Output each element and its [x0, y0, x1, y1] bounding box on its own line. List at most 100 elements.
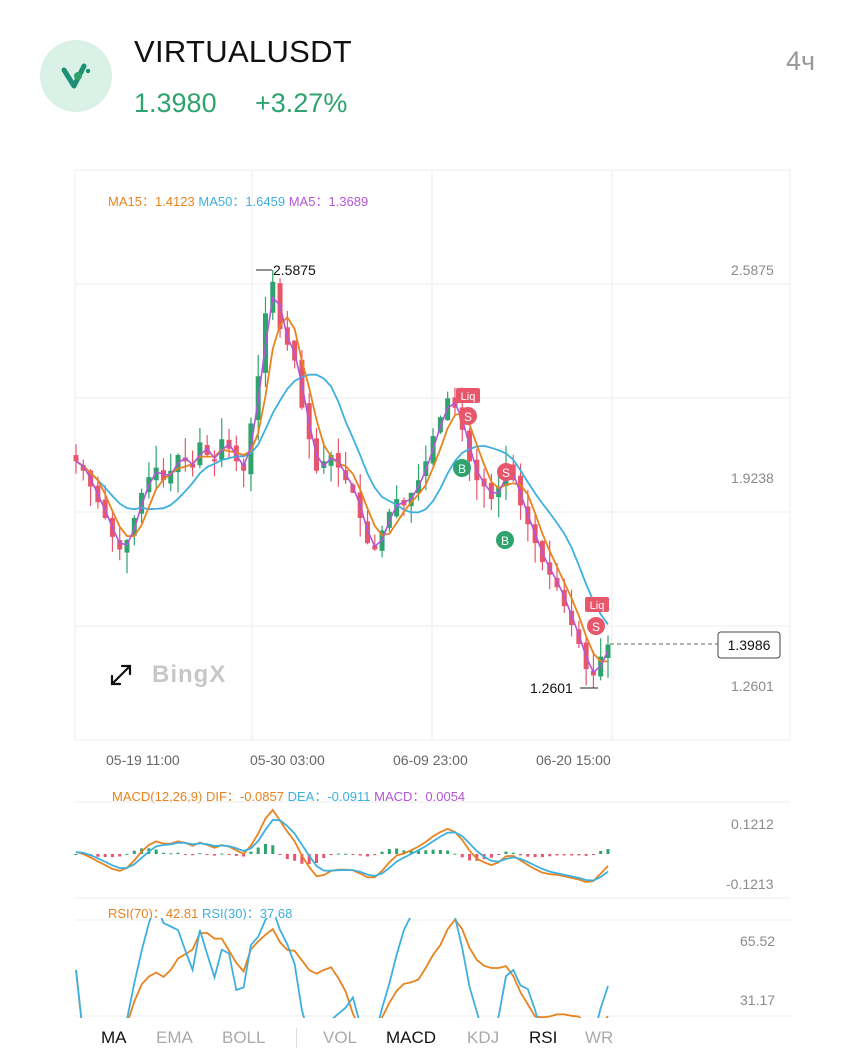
macd-bar	[373, 854, 377, 856]
svg-text:1.2601: 1.2601	[530, 680, 573, 696]
macd-bar	[344, 853, 348, 855]
candle-body	[518, 475, 524, 506]
tab-kdj[interactable]: KDJ	[467, 1028, 500, 1047]
high-marker: 2.5875	[256, 262, 316, 278]
tab-rsi[interactable]: RSI	[529, 1028, 558, 1047]
liq-marker[interactable]: Liq	[456, 388, 480, 403]
ma-legend: MA15：1.4123 MA50：1.6459 MA5：1.3689	[108, 194, 369, 209]
macd-bar	[402, 850, 406, 854]
macd-bar	[446, 850, 450, 854]
rsi30-line	[75, 918, 609, 1018]
candle-body	[80, 464, 86, 471]
macd-bar	[358, 854, 362, 856]
candle-body	[569, 610, 575, 626]
macd-bar	[599, 850, 603, 854]
macd-bar	[460, 854, 464, 858]
macd-bar	[395, 848, 399, 854]
macd-bar	[198, 853, 202, 855]
macd-bar	[118, 854, 122, 857]
expand-icon[interactable]	[110, 664, 132, 686]
time-label: 05-19 11:00	[106, 752, 180, 768]
candle-body	[372, 545, 378, 550]
macd-bar	[191, 854, 195, 856]
macd-bar	[110, 854, 114, 858]
macd-bar	[562, 854, 566, 856]
interval-selector[interactable]: 4ч	[786, 46, 816, 76]
macd-bar	[431, 849, 435, 854]
ma5-line	[75, 295, 609, 674]
macd-legend: MACD(12,26,9) DIF：-0.0857 DEA：-0.0911 MA…	[112, 789, 466, 804]
sell-marker[interactable]: S	[459, 407, 477, 425]
rsi70-line	[75, 918, 609, 1018]
macd-bar	[249, 851, 253, 854]
macd-bar	[555, 854, 559, 856]
bingx-watermark: BingX	[152, 661, 226, 688]
rsi-chart[interactable]	[0, 918, 864, 1018]
indicator-tabs: MA EMA BOLL VOL MACD KDJ RSI WR	[0, 1022, 864, 1056]
price-axis-bottom: 1.2601	[731, 678, 774, 694]
sell-marker[interactable]: S	[497, 463, 515, 481]
macd-bar	[540, 854, 544, 858]
macd-bar	[387, 849, 391, 854]
macd-bar	[570, 854, 574, 856]
buy-marker[interactable]: B	[453, 459, 471, 477]
macd-bar	[227, 854, 231, 855]
tab-macd[interactable]: MACD	[386, 1028, 437, 1047]
macd-bar	[154, 849, 158, 854]
candle-body	[335, 453, 341, 468]
tab-divider	[296, 1028, 297, 1048]
macd-bar	[293, 854, 297, 861]
macd-bar	[183, 854, 187, 855]
macd-bar	[533, 854, 537, 858]
candle-body	[73, 455, 79, 462]
candle-body	[394, 499, 400, 517]
tab-ma[interactable]: MA	[101, 1028, 127, 1047]
macd-bar	[584, 854, 588, 856]
dea-line	[75, 818, 609, 882]
macd-bar	[256, 847, 260, 854]
macd-bar	[220, 853, 224, 855]
macd-bar	[526, 854, 530, 857]
tab-ema[interactable]: EMA	[156, 1028, 193, 1047]
candle-body	[328, 455, 334, 466]
macd-bar	[519, 854, 523, 856]
tab-boll[interactable]: BOLL	[222, 1028, 266, 1047]
tab-vol[interactable]: VOL	[323, 1028, 358, 1047]
candle-body	[117, 540, 123, 550]
macd-bar	[103, 854, 107, 858]
macd-bar	[511, 852, 515, 854]
macd-bar	[351, 854, 355, 855]
svg-text:1.3986: 1.3986	[728, 637, 771, 653]
sell-marker[interactable]: S	[587, 617, 605, 635]
macd-bar	[606, 849, 610, 854]
macd-bar	[577, 854, 581, 856]
last-price: 1.3980	[134, 88, 217, 118]
price-chart[interactable]: 2.5875 1.2601 Liq S B S B Liq S 1.3986	[0, 160, 864, 780]
svg-text:Liq: Liq	[461, 391, 476, 403]
macd-bar	[468, 854, 472, 861]
buy-marker[interactable]: B	[496, 531, 514, 549]
macd-bar	[322, 854, 326, 859]
ma15-line	[75, 315, 609, 663]
svg-text:S: S	[464, 410, 472, 424]
candle-body	[488, 482, 494, 500]
macd-chart[interactable]	[0, 800, 864, 900]
low-marker: 1.2601	[530, 680, 598, 696]
tab-wr[interactable]: WR	[585, 1028, 614, 1047]
macd-bar	[504, 851, 508, 854]
liq-marker[interactable]: Liq	[585, 597, 609, 612]
pair-title: VIRTUALUSDT	[134, 34, 353, 69]
coin-logo	[40, 40, 112, 112]
macd-bar	[132, 850, 136, 854]
macd-bar	[409, 850, 413, 854]
candle-body	[292, 340, 298, 361]
macd-bar	[314, 854, 318, 864]
candle-body	[160, 470, 166, 481]
virtual-protocol-logo-icon	[61, 63, 91, 89]
macd-bar	[212, 854, 216, 856]
rsi-axis-bottom: 31.17	[740, 992, 776, 1008]
candle-body	[182, 457, 188, 462]
price-change-percent: +3.27%	[255, 88, 348, 118]
macd-bar	[329, 854, 333, 855]
macd-bar	[263, 844, 267, 854]
